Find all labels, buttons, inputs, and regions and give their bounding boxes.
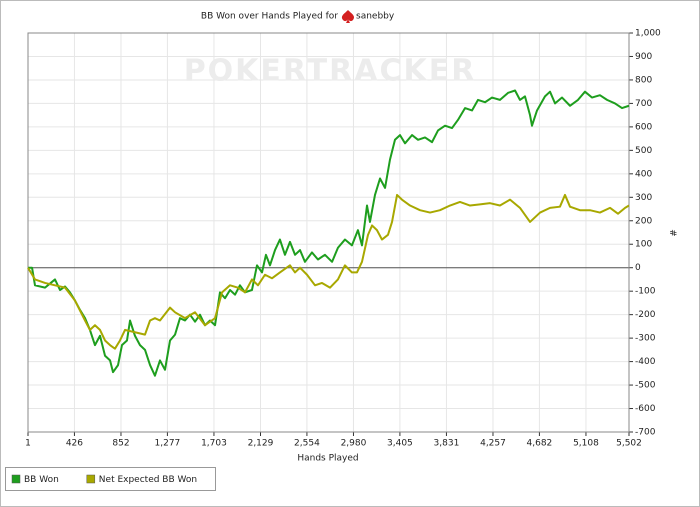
plot-border <box>27 32 630 433</box>
y-tick-label: 300 <box>635 193 652 203</box>
y-tick-label: -200 <box>635 310 656 320</box>
y-tick-label: 600 <box>635 122 652 132</box>
y-tick-label: 200 <box>635 216 652 226</box>
legend-swatch <box>11 474 21 484</box>
y-tick-label: 900 <box>635 52 652 62</box>
player-name: sanebby <box>356 12 395 22</box>
legend-label: Net Expected BB Won <box>99 475 197 485</box>
x-tick-label: 3,831 <box>434 439 460 449</box>
x-tick-label: 426 <box>66 439 83 449</box>
y-tick-label: 800 <box>635 75 652 85</box>
y-tick-label: 500 <box>635 146 652 156</box>
y-tick-label: 1,000 <box>635 29 661 39</box>
y-tick-label: 700 <box>635 99 652 109</box>
y-tick-label: -600 <box>635 404 656 414</box>
legend-swatch <box>86 474 96 484</box>
x-tick-label: 1,277 <box>155 439 181 449</box>
x-tick-label: 4,682 <box>527 439 553 449</box>
player-icon <box>341 10 355 23</box>
y-tick-label: -700 <box>635 428 656 438</box>
x-tick-label: 5,502 <box>616 439 642 449</box>
watermark: POKERTRACKER <box>184 54 477 89</box>
x-tick-label: 2,980 <box>341 439 367 449</box>
y-tick-label: -500 <box>635 381 656 391</box>
x-tick-label: 2,129 <box>248 439 274 449</box>
chart-title: BB Won over Hands Played for <box>201 12 338 22</box>
x-tick-label: 4,257 <box>480 439 506 449</box>
x-axis-label: Hands Played <box>297 454 358 464</box>
y-tick-label: -400 <box>635 357 656 367</box>
y-tick-label: -100 <box>635 287 656 297</box>
x-tick-label: 852 <box>112 439 129 449</box>
y-tick-label: 400 <box>635 169 652 179</box>
y-tick-label: -300 <box>635 334 656 344</box>
y-axis-label: # <box>670 229 680 237</box>
x-tick-label: 5,108 <box>573 439 599 449</box>
x-tick-label: 1 <box>25 439 31 449</box>
legend <box>5 467 216 491</box>
legend-label: BB Won <box>24 475 59 485</box>
y-tick-label: 100 <box>635 240 652 250</box>
x-tick-label: 2,554 <box>294 439 320 449</box>
series-line <box>28 89 630 377</box>
series-line <box>27 193 630 350</box>
x-tick-label: 1,703 <box>201 439 227 449</box>
y-tick-label: 0 <box>635 263 641 273</box>
x-tick-label: 3,405 <box>387 439 413 449</box>
